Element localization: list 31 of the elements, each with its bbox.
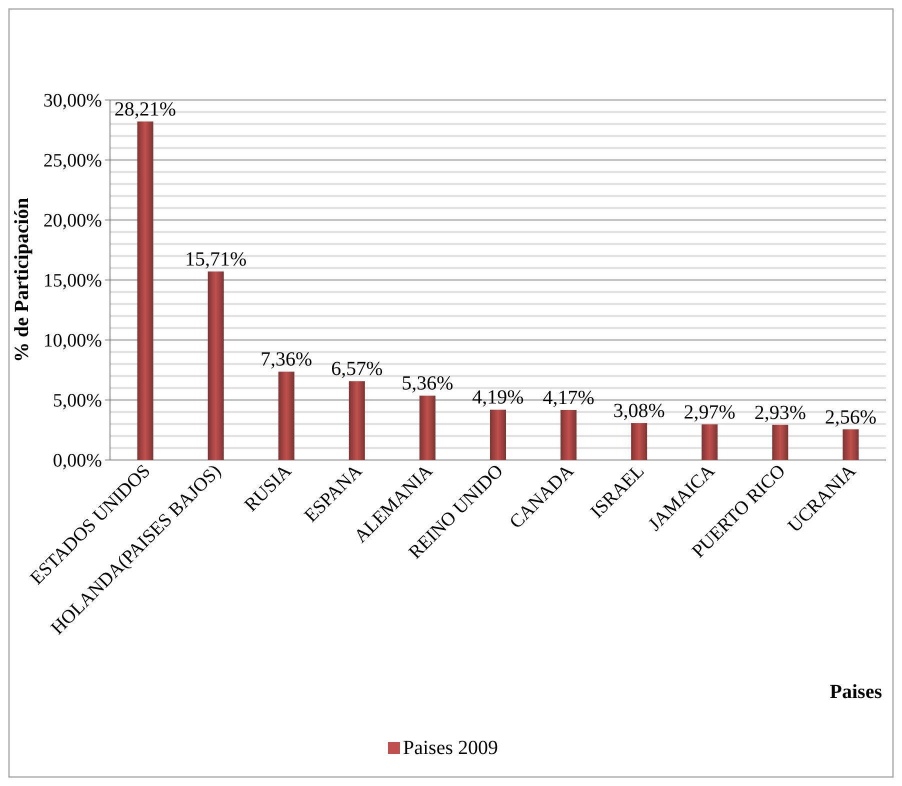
legend-label: Paises 2009 xyxy=(403,737,498,759)
bar xyxy=(702,424,718,460)
data-label: 15,71% xyxy=(184,248,247,270)
y-tick-label: 25,00% xyxy=(43,150,102,172)
bar xyxy=(419,396,436,460)
bar xyxy=(137,121,154,460)
data-label: 2,93% xyxy=(754,402,806,424)
y-tick-label: 5,00% xyxy=(52,390,102,412)
bar xyxy=(348,381,365,460)
y-tick-label: 15,00% xyxy=(43,270,102,292)
data-label: 4,17% xyxy=(542,386,594,409)
data-label: 7,36% xyxy=(260,348,312,371)
data-label: 2,56% xyxy=(824,406,877,428)
data-label: 6,57% xyxy=(331,358,383,380)
y-axis-title: % de Participación xyxy=(11,198,33,362)
bar xyxy=(278,372,294,460)
data-label: 4,19% xyxy=(472,386,524,409)
y-tick-label: 20,00% xyxy=(43,210,102,232)
y-tick-label: 10,00% xyxy=(43,330,102,352)
bar xyxy=(560,410,577,460)
data-label: 28,21% xyxy=(114,98,176,120)
x-axis-title: Paises xyxy=(830,681,882,703)
bar xyxy=(631,423,648,460)
bar xyxy=(490,410,506,460)
data-label: 5,36% xyxy=(402,372,454,395)
y-tick-label: 30,00% xyxy=(43,90,102,112)
data-label: 2,97% xyxy=(684,401,736,424)
data-label: 3,08% xyxy=(613,400,665,422)
bar xyxy=(842,429,859,460)
bar xyxy=(208,271,224,460)
bar xyxy=(772,424,788,460)
